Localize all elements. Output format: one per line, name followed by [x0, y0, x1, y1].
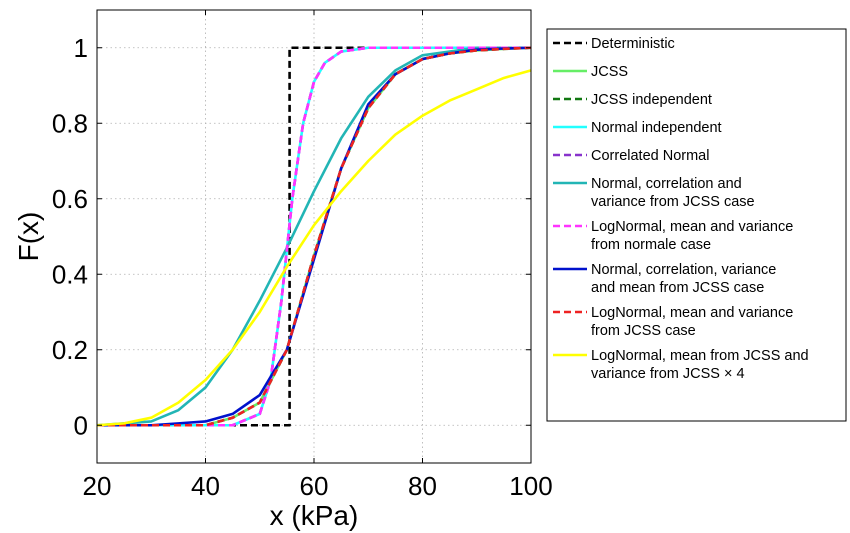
legend-label: Normal, correlation and variance from JCS… [591, 176, 755, 210]
x-tick-label: 100 [509, 471, 552, 501]
x-tick-label: 60 [300, 471, 329, 501]
x-tick-label: 20 [83, 471, 112, 501]
y-tick-label: 0 [74, 410, 88, 440]
legend-label: Normal independent [591, 120, 722, 136]
y-tick-label: 1 [74, 33, 88, 63]
y-axis-title: F(x) [13, 212, 44, 262]
y-tick-label: 0.4 [52, 259, 88, 289]
series-line-10 [97, 69, 531, 427]
legend-label: JCSS independent [591, 92, 712, 108]
series-line-6 [97, 46, 531, 427]
legend: Deterministic JCSS JCSS independent Normal … [546, 28, 847, 422]
legend-label: Normal, correlation, variance and mean fr… [591, 262, 776, 296]
x-tick-label: 40 [191, 471, 220, 501]
legend-label: LogNormal, mean and variance from JCSS ca… [591, 305, 793, 339]
x-tick-label: 80 [408, 471, 437, 501]
legend-label: LogNormal, mean and variance from normale… [591, 219, 793, 253]
legend-label: JCSS [591, 64, 628, 80]
x-axis-title: x (kPa) [270, 500, 359, 531]
series-line-7 [97, 46, 531, 427]
y-tick-label: 0.8 [52, 108, 88, 138]
series-line-9 [97, 46, 531, 427]
legend-label: LogNormal, mean from JCSS and variance fr… [591, 348, 809, 382]
legend-label: Deterministic [591, 36, 675, 52]
legend-box [546, 28, 847, 422]
legend-label: Correlated Normal [591, 148, 709, 164]
y-tick-label: 0.2 [52, 335, 88, 365]
axis-ticks: 20 40 60 80 100 0 0.2 0.4 0.6 0.8 1 [52, 10, 553, 501]
y-tick-label: 0.6 [52, 184, 88, 214]
plot-series [97, 46, 531, 427]
